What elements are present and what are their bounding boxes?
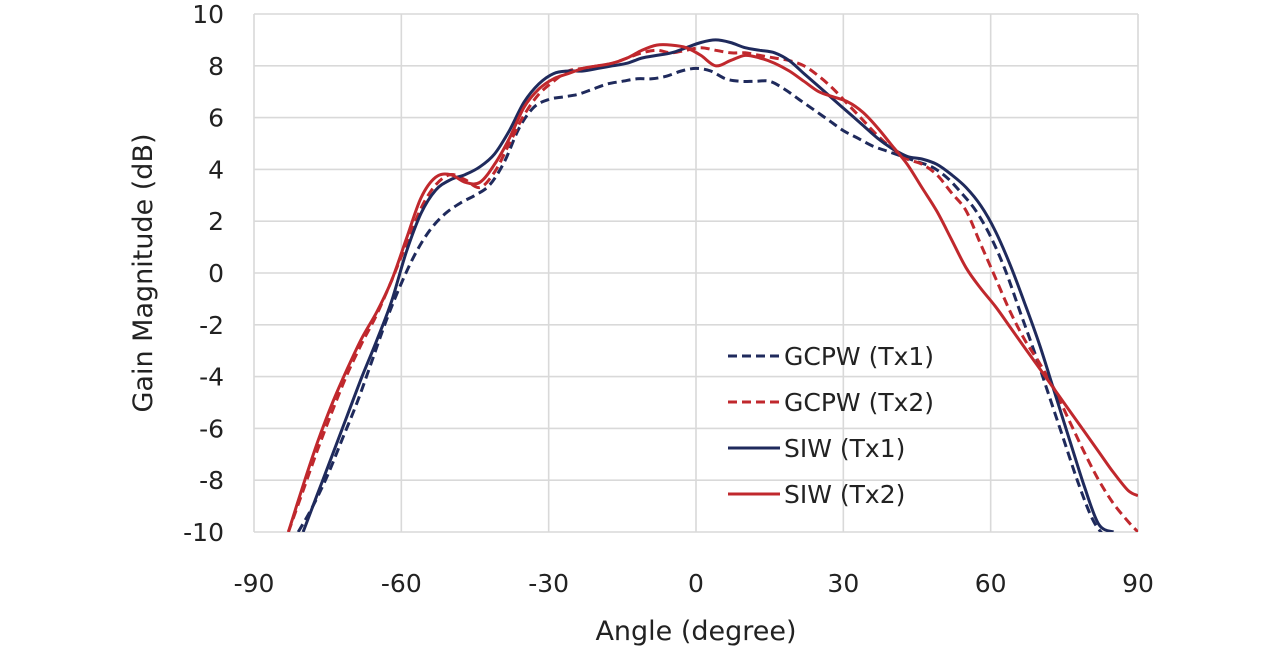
y-tick-label: -4 [199,363,224,392]
y-tick-label: -10 [183,518,224,547]
y-tick-label: 4 [208,155,224,184]
x-tick-label: 60 [975,569,1007,598]
legend: GCPW (Tx1) GCPW (Tx2) SIW (Tx1) SIW (Tx2) [728,342,934,509]
y-tick-labels: -10 -8 -6 -4 -2 0 2 4 6 8 10 [183,0,224,547]
y-tick-label: -8 [199,466,224,495]
series-line-gcpw-tx1 [296,66,1103,532]
legend-label-siw-tx1: SIW (Tx1) [784,434,905,463]
y-tick-label: -2 [199,311,224,340]
x-tick-labels: -90 -60 -30 0 30 60 90 [234,569,1154,598]
x-axis-title: Angle (degree) [595,616,796,647]
series-line-siw-tx2 [286,43,1138,532]
x-tick-label: -60 [381,569,422,598]
series-line-siw-tx1 [301,38,1115,532]
y-tick-label: 8 [208,52,224,81]
y-tick-label: 10 [192,0,224,29]
y-tick-label: 0 [208,259,224,288]
y-axis-title: Gain Magnitude (dB) [128,133,159,412]
x-tick-label: 90 [1122,569,1154,598]
y-tick-label: 2 [208,207,224,236]
legend-label-gcpw-tx2: GCPW (Tx2) [784,388,934,417]
legend-label-gcpw-tx1: GCPW (Tx1) [784,342,934,371]
y-tick-label: -6 [199,414,224,443]
y-tick-label: 6 [208,104,224,133]
legend-label-siw-tx2: SIW (Tx2) [784,480,905,509]
x-tick-label: 0 [688,569,704,598]
x-tick-label: -90 [234,569,275,598]
series-line-gcpw-tx2 [286,46,1138,532]
series-layer [286,38,1138,532]
x-tick-label: 30 [827,569,859,598]
x-tick-label: -30 [528,569,569,598]
